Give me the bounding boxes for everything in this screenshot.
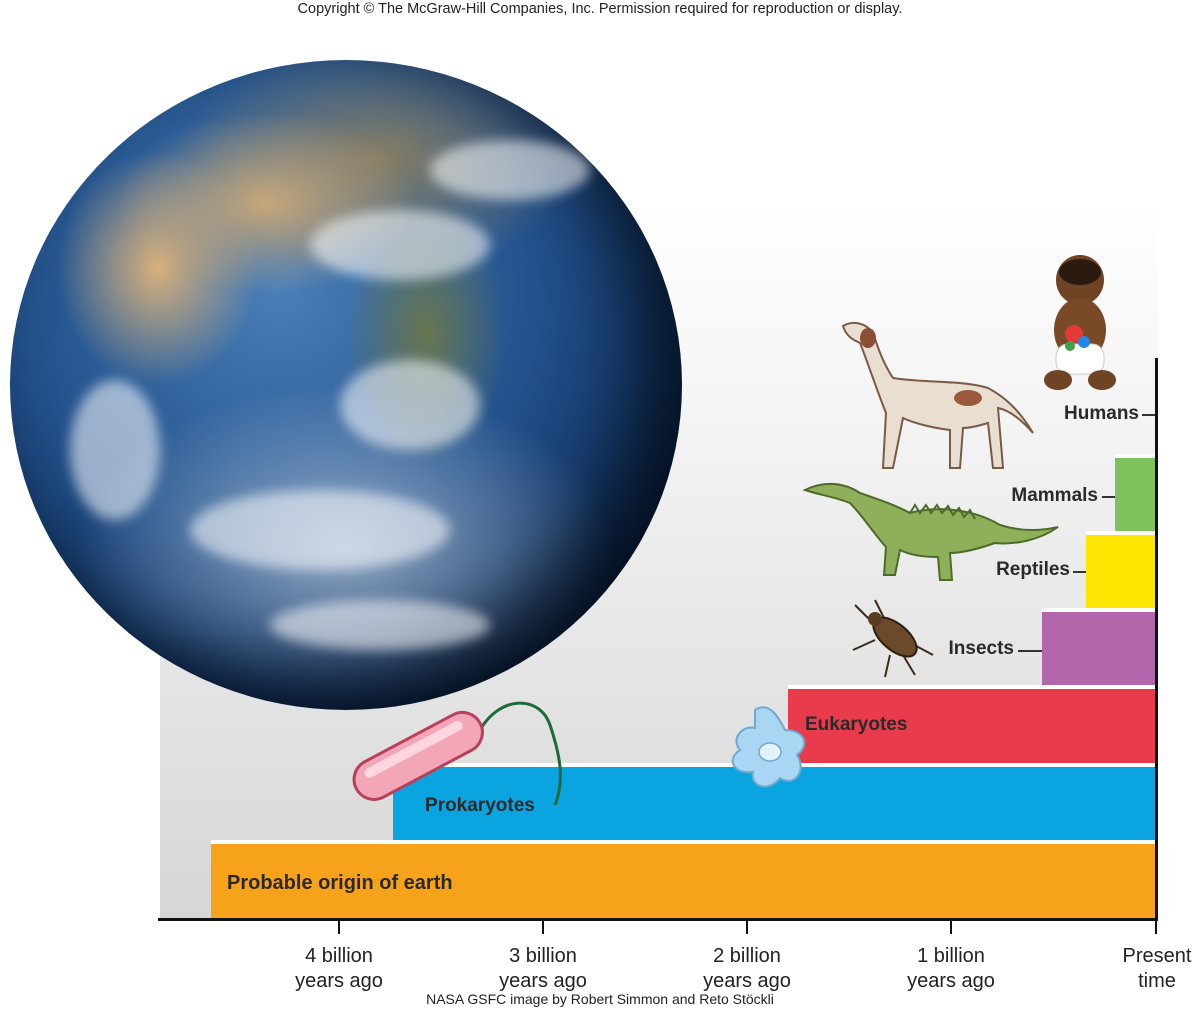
tick-1-billion (950, 920, 952, 934)
bar-label-eukaryotes: Eukaryotes (805, 714, 908, 735)
leader-mammals (1102, 496, 1115, 498)
label-humans: Humans (1064, 403, 1139, 424)
baby-icon (1044, 255, 1116, 390)
tick-3-billion (542, 920, 544, 934)
tick-label-present: Present time (1122, 945, 1192, 992)
tick-label-2-billion: 2 billion years ago (703, 945, 791, 992)
bar-label-origin-of-earth: Probable origin of earth (227, 872, 453, 894)
tick-label-4-billion: 4 billion years ago (295, 945, 383, 992)
axis-vertical (1155, 358, 1158, 921)
tick-2-billion (746, 920, 748, 934)
earth-globe (10, 60, 682, 710)
bar-insects (1042, 608, 1157, 685)
tick-4-billion (338, 920, 340, 934)
leader-reptiles (1073, 571, 1086, 573)
copyright-notice: Copyright © The McGraw-Hill Companies, I… (297, 1, 903, 17)
bar-label-prokaryotes: Prokaryotes (425, 795, 535, 816)
leader-insects (1018, 650, 1042, 652)
bacterium-icon (352, 701, 562, 806)
amoeba-icon (731, 706, 806, 788)
label-mammals: Mammals (1011, 485, 1098, 506)
tick-label-3-billion: 3 billion years ago (499, 945, 587, 992)
bar-eukaryotes (788, 685, 1157, 763)
label-insects: Insects (948, 638, 1014, 659)
tick-label-1-billion: 1 billion years ago (907, 945, 995, 992)
label-reptiles: Reptiles (996, 559, 1070, 580)
dog-icon (841, 321, 1034, 469)
image-credit: NASA GSFC image by Robert Simmon and Ret… (426, 991, 774, 1007)
dinosaur-icon (802, 482, 1059, 581)
axis-horizontal (158, 918, 1158, 921)
beetle-icon (852, 599, 934, 678)
bar-mammals (1115, 454, 1157, 531)
tick-present (1155, 920, 1157, 934)
leader-humans (1142, 414, 1155, 416)
bar-reptiles (1086, 531, 1157, 608)
bar-origin-of-earth (211, 840, 1157, 918)
